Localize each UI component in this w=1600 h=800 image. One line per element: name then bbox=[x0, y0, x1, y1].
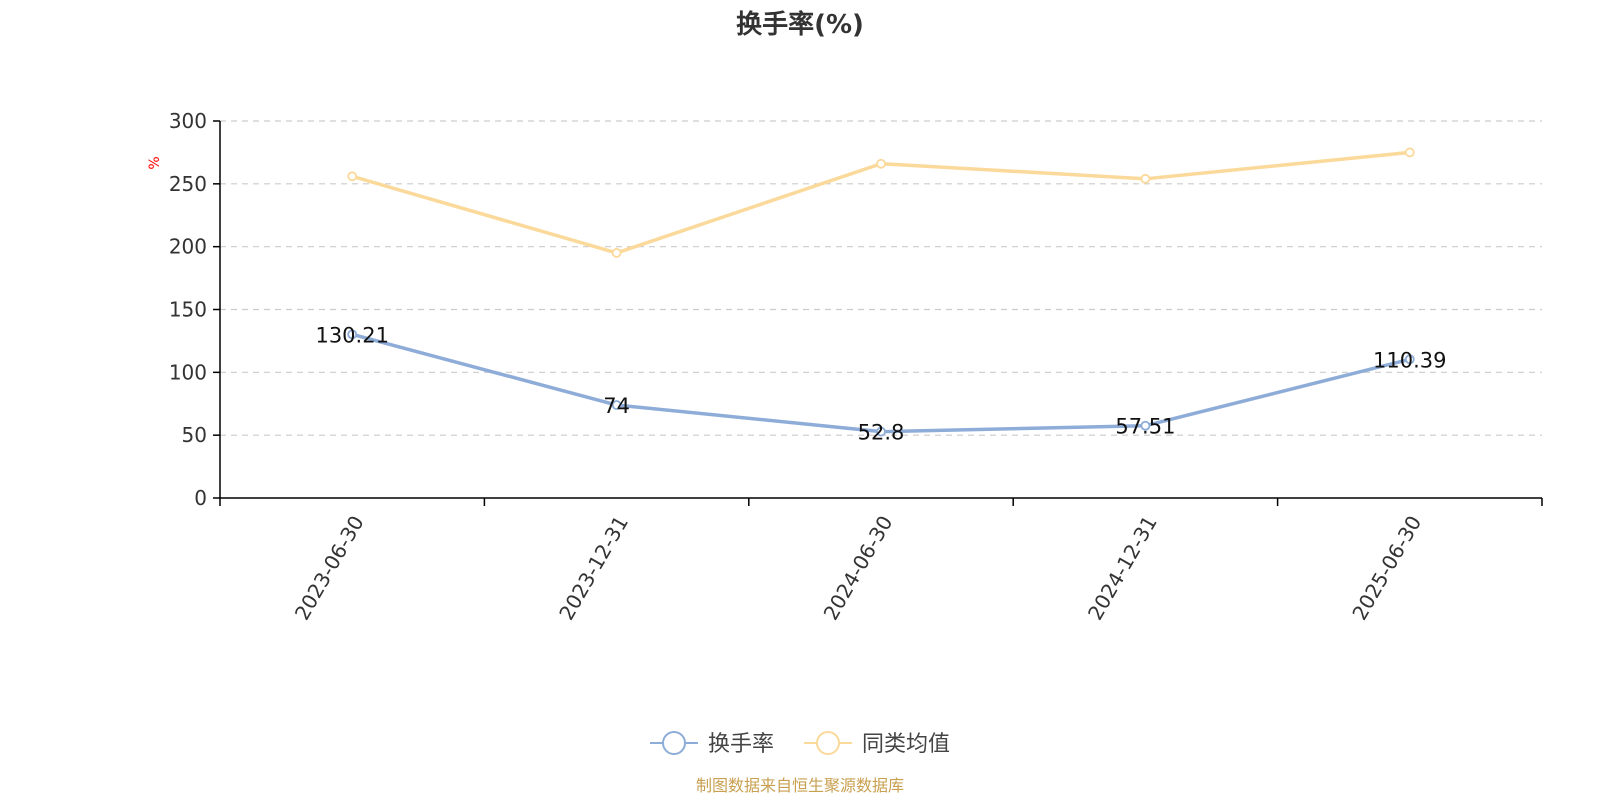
legend-label: 换手率 bbox=[708, 732, 774, 757]
x-tick-label: 2024-12-31 bbox=[1083, 512, 1162, 625]
series-line bbox=[351, 332, 1411, 434]
legend: 换手率 同类均值 bbox=[650, 731, 950, 757]
legend-item-0[interactable]: 换手率 bbox=[650, 731, 774, 757]
data-label: 57.51 bbox=[1115, 415, 1175, 439]
y-tick-label: 50 bbox=[182, 423, 207, 447]
x-tick-label: 2024-06-30 bbox=[819, 512, 898, 625]
y-tick-label: 250 bbox=[169, 172, 207, 196]
data-point[interactable] bbox=[876, 426, 886, 437]
data-labels: 130.21 74 52.8 57.51 110.39 bbox=[315, 323, 1446, 444]
data-label: 52.8 bbox=[858, 421, 905, 445]
y-tick-label: 300 bbox=[169, 109, 207, 133]
series-0 bbox=[347, 329, 1415, 437]
data-point[interactable] bbox=[1404, 147, 1415, 158]
data-point[interactable] bbox=[347, 329, 358, 340]
legend-marker-icon bbox=[816, 731, 840, 755]
legend-marker-icon bbox=[662, 731, 686, 755]
data-point[interactable] bbox=[1404, 354, 1415, 365]
data-point[interactable] bbox=[1140, 173, 1151, 184]
y-axis-unit-label: % bbox=[147, 156, 163, 169]
x-tick-label: 2023-12-31 bbox=[554, 512, 633, 625]
source-note: 制图数据来自恒生聚源数据库 bbox=[696, 776, 904, 795]
legend-item-1[interactable]: 同类均值 bbox=[804, 731, 950, 757]
y-tick-label: 100 bbox=[169, 360, 207, 384]
x-tick-label: 2025-06-30 bbox=[1347, 512, 1426, 625]
data-label: 74 bbox=[603, 394, 630, 418]
series-1 bbox=[347, 147, 1415, 258]
data-label: 130.21 bbox=[315, 323, 388, 347]
data-label: 110.39 bbox=[1373, 348, 1446, 372]
x-tick-label: 2023-06-30 bbox=[290, 512, 369, 625]
data-point[interactable] bbox=[347, 171, 358, 182]
data-point[interactable] bbox=[876, 158, 886, 169]
series-layer bbox=[347, 147, 1415, 437]
legend-label: 同类均值 bbox=[862, 732, 950, 757]
data-point[interactable] bbox=[1140, 420, 1151, 431]
data-point[interactable] bbox=[611, 400, 622, 410]
chart-title: 换手率(%) bbox=[736, 9, 864, 40]
y-tick-label: 0 bbox=[194, 486, 207, 510]
y-tick-label: 200 bbox=[169, 235, 207, 259]
axes: 0 50 100 150 200 250 300 2023-06-30 2023-12-31 20… bbox=[169, 109, 1543, 625]
data-point[interactable] bbox=[611, 248, 622, 258]
y-tick-label: 150 bbox=[169, 298, 207, 322]
grid-lines bbox=[220, 120, 1542, 436]
